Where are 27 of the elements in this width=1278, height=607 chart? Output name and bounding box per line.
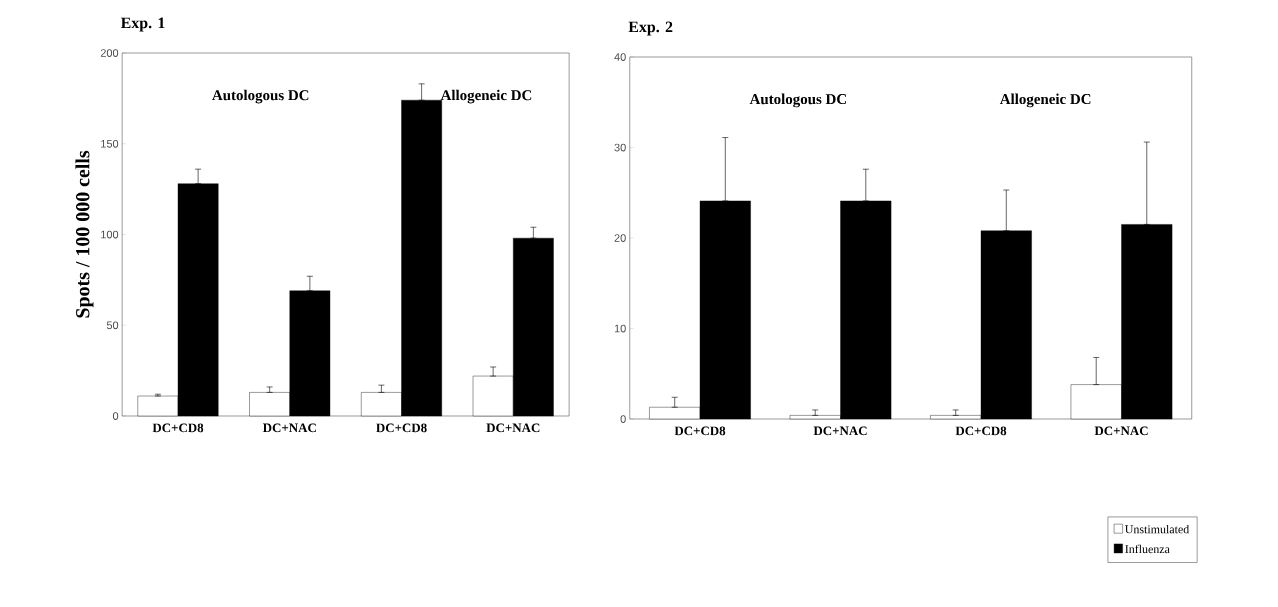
- y-tick-label: 0: [112, 412, 119, 420]
- y-tick-label: 50: [106, 321, 119, 330]
- y-tick-label: 10: [614, 324, 626, 333]
- y-tick-label: 100: [101, 230, 119, 239]
- y-tick-label: 40: [614, 53, 626, 61]
- x-tick-label: DC+CD8: [955, 426, 1007, 436]
- y-tick-label: 20: [614, 234, 626, 242]
- x-tick-label: DC+CD8: [152, 423, 204, 433]
- x-tick-label: DC+NAC: [486, 423, 540, 433]
- chart-title: Exp. 2: [628, 21, 673, 36]
- annotation: Autologous DC: [749, 93, 846, 108]
- legend-label: Influenza: [1125, 544, 1170, 554]
- y-axis-title: Spots / 100 000 cells: [75, 150, 94, 318]
- x-tick-label: DC+NAC: [262, 423, 316, 433]
- annotation: Allogeneic DC: [440, 89, 532, 104]
- x-tick-label: DC+NAC: [813, 426, 867, 436]
- y-tick-label: 200: [100, 49, 119, 57]
- annotation: Allogeneic DC: [999, 93, 1091, 108]
- legend-label: Unstimulated: [1125, 524, 1190, 534]
- chart-title: Exp. 1: [120, 17, 165, 32]
- x-tick-label: DC+CD8: [376, 423, 427, 433]
- y-tick-label: 150: [101, 139, 119, 148]
- x-tick-label: DC+NAC: [1094, 426, 1148, 436]
- annotation: Autologous DC: [212, 89, 309, 104]
- y-tick-label: 0: [620, 415, 626, 423]
- y-tick-label: 30: [614, 143, 626, 152]
- x-tick-label: DC+CD8: [674, 426, 726, 436]
